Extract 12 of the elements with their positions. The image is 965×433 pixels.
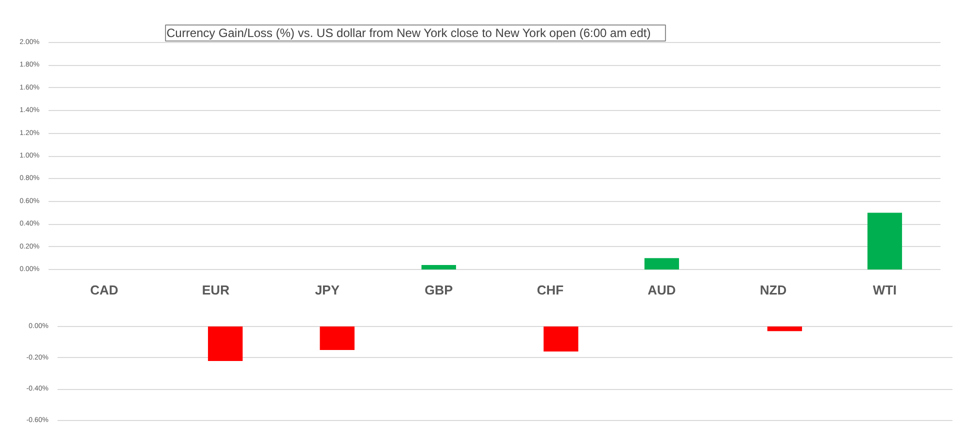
x-tick-label: CHF [536,282,564,298]
bar [421,264,456,270]
x-tick-label: EUR [202,282,230,298]
x-tick-label: WTI [872,282,897,298]
x-tick-label: JPY [314,282,340,298]
x-tick-label: GBP [424,282,454,298]
bar [867,212,902,270]
chart-title: Currency Gain/Loss (%) vs. US dollar from New York close to New York open (6:00 am edt) [166,26,651,40]
x-tick-label: CAD [90,282,118,298]
x-tick-label: NZD [760,282,787,298]
bar [644,258,680,270]
x-tick-label: AUD [648,282,676,298]
